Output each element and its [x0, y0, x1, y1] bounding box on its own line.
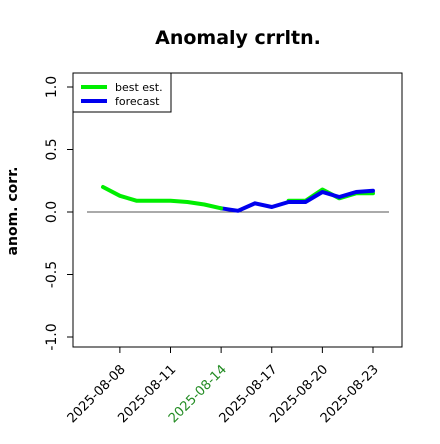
y-tick-label: 1.0	[44, 76, 60, 98]
x-axis: 2025-08-082025-08-112025-08-142025-08-17…	[65, 346, 382, 426]
y-tick-label: -0.5	[44, 261, 60, 288]
legend: best est. forecast	[72, 72, 172, 113]
legend-label-best-est: best est.	[115, 81, 163, 94]
series-line-forecast	[219, 188, 375, 213]
legend-box	[72, 72, 172, 113]
series-line-best-est	[101, 185, 224, 211]
legend-label-forecast: forecast	[115, 95, 160, 108]
y-axis: -1.0 -0.5 0.0 0.5 1.0	[44, 76, 74, 351]
y-tick-label: -1.0	[44, 323, 60, 350]
series-layer	[101, 185, 375, 213]
chart-title: Anomaly crrltn.	[155, 27, 321, 49]
y-axis-label: anom. corr.	[5, 167, 21, 256]
y-tick-label: 0.5	[44, 138, 60, 160]
y-tick-label: 0.0	[44, 201, 60, 223]
